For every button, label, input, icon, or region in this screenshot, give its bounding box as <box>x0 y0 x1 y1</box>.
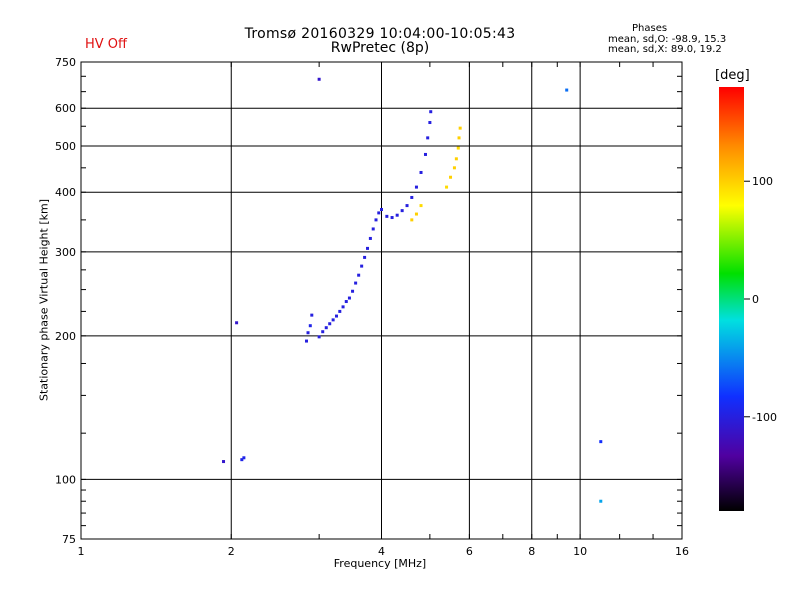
y-tick-label: 600 <box>55 102 76 115</box>
data-point <box>428 121 432 125</box>
data-point <box>310 313 314 317</box>
data-point <box>368 236 372 240</box>
data-point <box>308 324 312 328</box>
y-tick-label: 75 <box>62 533 76 546</box>
data-point <box>410 218 414 222</box>
chart-subtitle: RwPretec (8p) <box>330 40 430 56</box>
y-tick-label: 100 <box>55 473 76 486</box>
data-point <box>410 195 414 199</box>
data-point <box>328 322 332 326</box>
colorbar-tick-label: 100 <box>752 175 773 188</box>
data-point <box>419 170 423 174</box>
colorbar-tick-label: 0 <box>752 293 759 306</box>
x-tick-label: 10 <box>573 545 587 558</box>
data-point <box>429 110 433 114</box>
data-point <box>222 460 226 464</box>
x-tick-label: 8 <box>528 545 535 558</box>
y-tick-label: 200 <box>55 330 76 343</box>
data-point <box>385 214 389 218</box>
colorbar-tick-label: -100 <box>752 411 777 424</box>
data-point <box>338 309 342 313</box>
colorbar-unit: [deg] <box>715 68 750 83</box>
x-tick-label: 6 <box>466 545 473 558</box>
x-tick-label: 16 <box>675 545 689 558</box>
data-point <box>321 330 325 334</box>
data-point <box>351 289 355 293</box>
data-point <box>452 166 456 170</box>
data-point <box>341 305 345 309</box>
data-point <box>454 157 458 161</box>
x-tick-label: 4 <box>378 545 385 558</box>
data-point <box>599 440 603 444</box>
data-point <box>354 281 358 285</box>
data-point <box>445 185 449 189</box>
x-tick-label: 1 <box>78 545 85 558</box>
hv-status: HV Off <box>85 37 127 52</box>
data-point <box>304 339 308 343</box>
data-point <box>344 300 348 304</box>
data-point <box>423 152 427 156</box>
y-axis-label: Stationary phase Virtual Height [km] <box>37 198 51 402</box>
data-point <box>363 255 367 259</box>
x-axis-label: Frequency [MHz] <box>333 557 427 570</box>
data-point <box>599 499 603 503</box>
colorbar-ticks: 100 0 -100 <box>744 175 777 424</box>
minor-ticks <box>80 62 683 539</box>
gridlines <box>81 62 682 539</box>
data-point <box>240 458 244 462</box>
y-tick-labels: 75 100 200 300 400 500 600 750 <box>55 56 76 546</box>
data-point <box>371 227 375 231</box>
x-tick-label: 2 <box>228 545 235 558</box>
data-point <box>331 318 335 322</box>
y-tick-label: 500 <box>55 140 76 153</box>
y-tick-label: 750 <box>55 56 76 69</box>
phases-x-stats: mean, sd,X: 89.0, 19.2 <box>608 44 722 55</box>
data-point <box>347 296 351 300</box>
data-point <box>419 204 423 208</box>
data-point <box>317 335 321 339</box>
data-point <box>405 204 409 208</box>
data-point <box>366 246 370 250</box>
data-point <box>334 314 338 318</box>
data-point <box>395 213 399 217</box>
data-point <box>374 218 378 222</box>
data-point <box>360 264 364 268</box>
data-point <box>235 321 239 325</box>
phases-o-stats: mean, sd,O: -98.9, 15.3 <box>608 34 727 45</box>
data-point <box>414 212 418 216</box>
y-tick-label: 300 <box>55 246 76 259</box>
data-point <box>449 175 453 179</box>
data-point <box>565 88 569 92</box>
data-point <box>426 136 430 140</box>
data-point <box>377 211 381 215</box>
data-point <box>458 126 462 130</box>
data-point <box>456 146 460 150</box>
data-points <box>222 77 603 503</box>
data-point <box>324 326 328 330</box>
data-point <box>317 77 321 81</box>
data-point <box>390 216 394 220</box>
colorbar <box>719 87 744 511</box>
data-point <box>242 456 246 460</box>
data-point <box>306 331 310 335</box>
data-point <box>400 209 404 213</box>
phases-title: Phases <box>632 23 668 34</box>
data-point <box>457 136 461 140</box>
data-point <box>357 273 361 277</box>
chart-title: Tromsø 20160329 10:04:00-10:05:43 <box>244 26 516 42</box>
data-point <box>414 185 418 189</box>
data-point <box>380 207 383 211</box>
x-tick-labels: 1 2 4 6 8 10 16 <box>78 545 690 558</box>
y-tick-label: 400 <box>55 186 76 199</box>
